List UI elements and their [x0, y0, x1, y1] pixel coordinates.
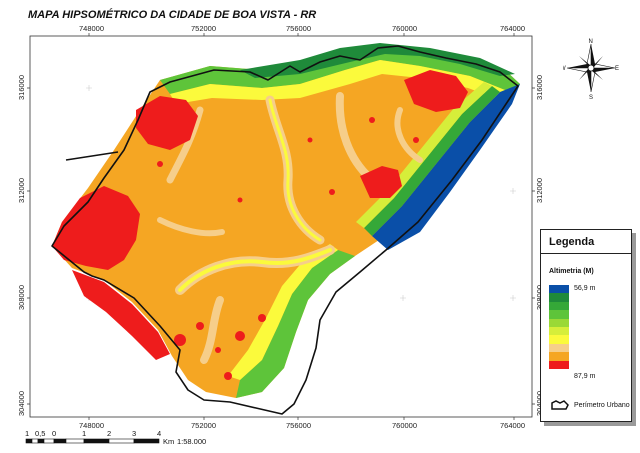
map-ticks: [27, 33, 535, 420]
scale-ratio: 1:58.000: [177, 437, 206, 446]
compass-n: N: [589, 39, 593, 45]
river-green-edge: [364, 86, 500, 236]
y-tick-left-1: 312000: [17, 178, 26, 203]
north-slope-dark: [240, 43, 515, 78]
south-slope-yellow: [228, 244, 338, 380]
scale-label-5: 3: [132, 429, 136, 438]
x-tick-top-4: 764000: [500, 24, 525, 33]
urban-perimeter: [51, 45, 519, 415]
scale-bar: 1 0,5 0 1 2 3 4 Km 1:58.000: [25, 429, 206, 446]
x-tick-bottom-4: 764000: [500, 421, 525, 430]
perimeter-symbol-icon: [551, 400, 569, 410]
y-tick-right-2: 308000: [535, 285, 544, 310]
high-elevation-zones: [52, 70, 468, 380]
map-title: MAPA HIPSOMÉTRICO DA CIDADE DE BOA VISTA…: [28, 9, 317, 21]
compass-s: S: [589, 95, 593, 100]
legend-swatch-4: [549, 318, 569, 327]
scale-label-2: 0: [52, 429, 56, 438]
y-tick-right-3: 304000: [535, 391, 544, 416]
scale-segments: [25, 438, 160, 444]
legend-swatch-1: [549, 293, 569, 302]
compass-rose-icon: N S E W: [563, 39, 619, 100]
x-tick-bottom-2: 756000: [286, 421, 311, 430]
scale-label-1: 0,5: [35, 429, 45, 438]
legend-swatch-8: [549, 352, 569, 361]
legend-swatch-2: [549, 301, 569, 311]
scale-label-4: 2: [107, 429, 111, 438]
legend-swatch-3: [549, 310, 569, 319]
x-tick-bottom-0: 748000: [79, 421, 104, 430]
legend-title: Legenda: [549, 236, 595, 248]
compass-e: E: [615, 66, 619, 72]
legend-swatch-5: [549, 326, 569, 336]
altimetry-title: Altimetria (M): [549, 268, 594, 275]
x-tick-top-3: 760000: [392, 24, 417, 33]
scale-label-3: 1: [82, 429, 86, 438]
x-tick-bottom-1: 752000: [191, 421, 216, 430]
legend-min-label: 56,9 m: [574, 285, 596, 292]
scale-unit: Km: [163, 437, 174, 446]
y-tick-left-2: 308000: [17, 285, 26, 310]
legend-divider: [541, 253, 631, 254]
legend-swatch-6: [549, 335, 569, 344]
perimeter-label: Perímetro Urbano: [574, 402, 630, 409]
north-slope-yellow: [170, 60, 510, 104]
x-tick-top-2: 756000: [286, 24, 311, 33]
elevation-swatches: [549, 285, 569, 369]
south-slope-band: [236, 250, 355, 398]
x-tick-top-1: 752000: [191, 24, 216, 33]
y-tick-left-0: 316000: [17, 75, 26, 100]
y-tick-right-0: 316000: [535, 75, 544, 100]
legend-swatch-9: [549, 360, 569, 369]
x-tick-top-0: 748000: [79, 24, 104, 33]
legend-swatch-7: [549, 343, 569, 353]
x-tick-bottom-3: 760000: [392, 421, 417, 430]
compass-w: W: [563, 66, 566, 72]
legend-max-label: 87,9 m: [574, 373, 596, 380]
river-blue-band: [372, 84, 520, 250]
drainage-valleys: [157, 92, 423, 364]
scale-label-0: 1: [25, 429, 29, 438]
y-tick-right-1: 312000: [535, 178, 544, 203]
legend-panel: Legenda Altimetria (M) 56,9 m 87,9 m Per…: [540, 229, 632, 422]
scale-label-6: 4: [157, 429, 161, 438]
y-tick-left-3: 304000: [17, 391, 26, 416]
legend-swatch-0: [549, 285, 569, 294]
